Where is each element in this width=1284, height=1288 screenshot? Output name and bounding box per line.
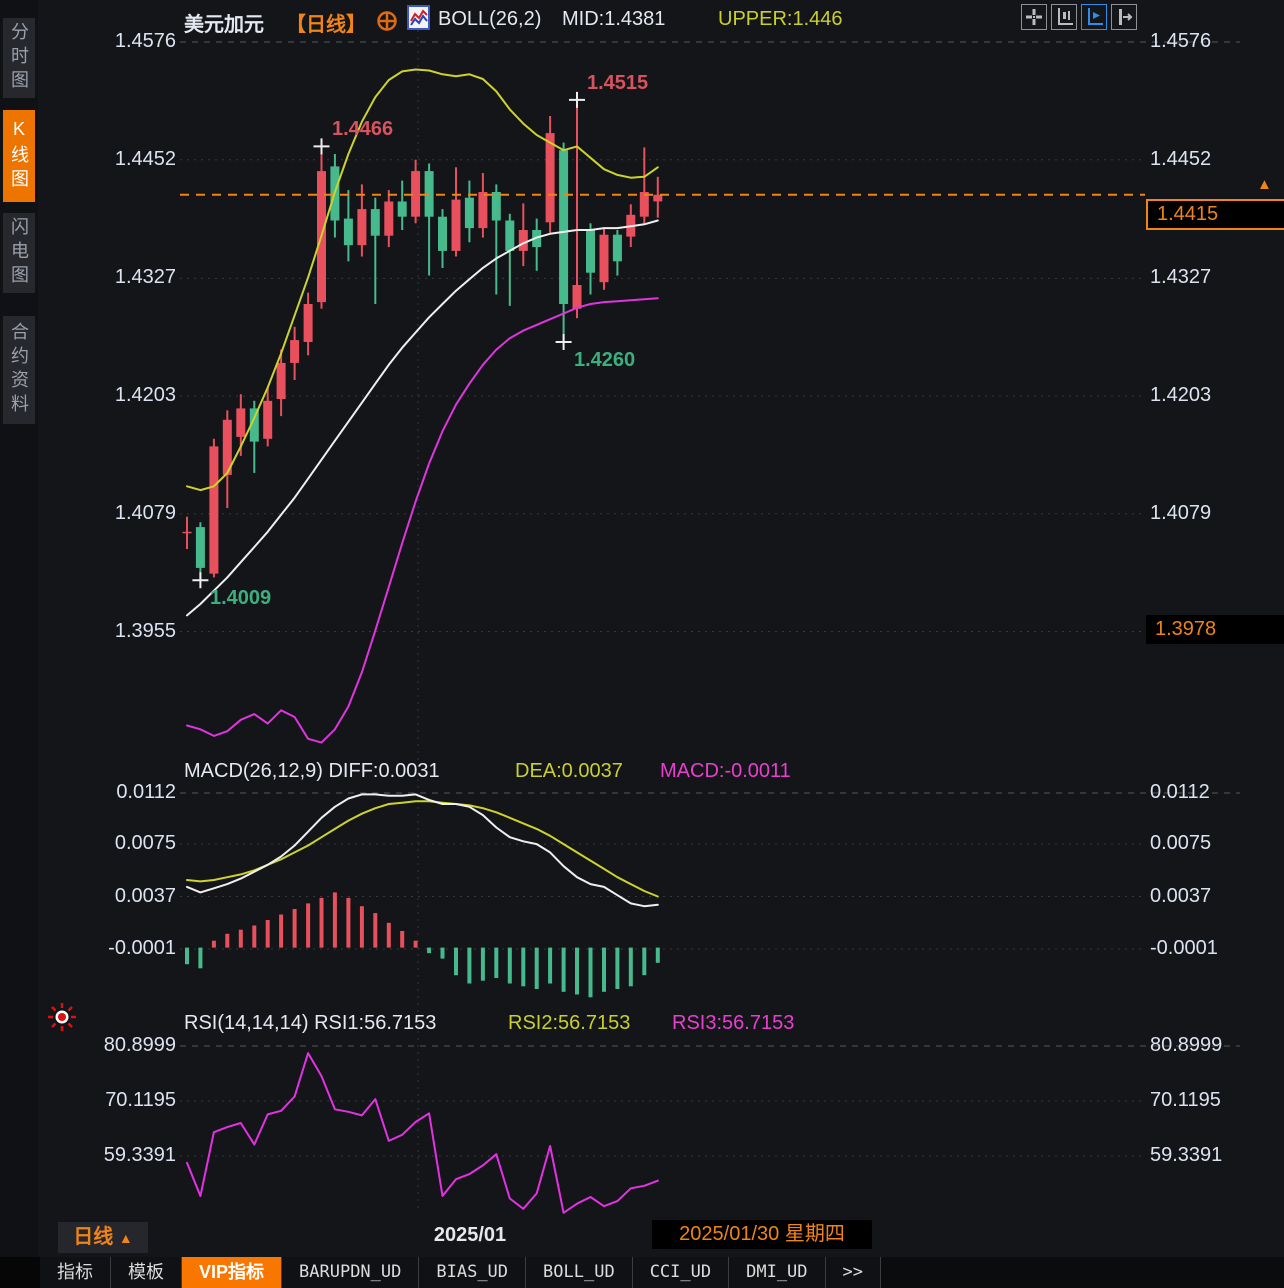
tab-boll-ud[interactable]: BOLL_UD (526, 1257, 633, 1288)
sidebar-item-contract-info[interactable]: 合约资料 (3, 316, 35, 424)
target-icon[interactable] (376, 10, 398, 32)
crosshair-date-label: 2025/01/30 星期四 (652, 1220, 872, 1249)
axis-tick-label: 0.0075 (1150, 832, 1212, 854)
indicator-chart-icon (407, 5, 432, 32)
current-price-badge: 1.4415 (1146, 199, 1284, 230)
tab-cci-ud[interactable]: CCI_UD (632, 1257, 730, 1288)
axis-tick-label: 59.3391 (1150, 1144, 1223, 1166)
axis-tick-label: 70.1195 (1150, 1089, 1221, 1111)
boll-mid-value: MID:1.4381 (562, 8, 666, 30)
axis-tick-label: 59.3391 (103, 1144, 176, 1166)
indicator-tabbar: 指标 模板 VIP指标 BARUPDN_UD BIAS_UD BOLL_UD C… (0, 1257, 1284, 1288)
tabbar-corner (0, 1257, 40, 1288)
axis-tick-label: 1.4327 (114, 266, 176, 288)
axis-tick-label: 1.4079 (114, 502, 176, 524)
axis-tick-label: 0.0112 (116, 781, 176, 803)
axis-tick-label: 0.0037 (114, 885, 176, 907)
axis-tick-label: 1.4203 (114, 384, 176, 406)
axis-tick-label: 1.4452 (114, 148, 176, 170)
lower-band-badge: 1.3978 (1146, 615, 1284, 644)
period-tag[interactable]: 【日线】 (286, 14, 366, 36)
tab-more[interactable]: >> (825, 1257, 882, 1288)
sidebar: 分时图 K线图 闪电图 合约资料 (0, 0, 38, 1288)
axis-tick-label: -0.0001 (108, 937, 176, 959)
x-axis-month-label: 2025/01 (433, 1224, 507, 1246)
axis-tick-label: 1.4576 (1150, 30, 1212, 52)
price-marker-label: 1.4515 (587, 72, 649, 94)
axis-tick-label: 80.8999 (103, 1034, 176, 1056)
period-arrow-icon: ▲ (118, 1230, 133, 1246)
price-marker-label: 1.4260 (574, 349, 636, 371)
rsi2-value: RSI2:56.7153 (508, 1012, 631, 1034)
period-selector[interactable]: 日线 ▲ (58, 1222, 148, 1253)
axis-tick-label: 1.4079 (1150, 502, 1212, 524)
macd-title: MACD(26,12,9) DIFF:0.0031 (184, 760, 440, 782)
starburst-icon (45, 1000, 79, 1034)
price-up-arrow-icon: ▲ (1257, 176, 1272, 193)
price-marker-label: 1.4009 (210, 587, 272, 609)
axis-tick-label: 1.4203 (1150, 384, 1212, 406)
axis-tick-label: 0.0037 (1150, 885, 1212, 907)
pan-icon[interactable] (1021, 4, 1047, 30)
axis-pointer-icon[interactable] (1081, 4, 1107, 30)
axis-tick-label: 80.8999 (1150, 1034, 1223, 1056)
axis-range-icon[interactable] (1051, 4, 1077, 30)
tab-dmi-ud[interactable]: DMI_UD (729, 1257, 826, 1288)
rsi3-value: RSI3:56.7153 (672, 1012, 795, 1034)
macd-dea-value: DEA:0.0037 (515, 760, 623, 782)
tab-bias-ud[interactable]: BIAS_UD (419, 1257, 527, 1288)
axis-tick-label: 0.0075 (114, 832, 176, 854)
sidebar-item-kline-chart[interactable]: K线图 (3, 110, 35, 202)
axis-tick-label: 0.0112 (1150, 781, 1210, 803)
indicator-label[interactable]: BOLL(26,2) (438, 8, 542, 30)
tab-indicators[interactable]: 指标 (40, 1257, 111, 1288)
tab-barupdn-ud[interactable]: BARUPDN_UD (282, 1257, 420, 1288)
symbol-title: 美元加元 (184, 14, 264, 36)
axis-tick-label: 1.4327 (1150, 266, 1212, 288)
axis-tick-label: 70.1195 (105, 1089, 176, 1111)
tab-templates[interactable]: 模板 (111, 1257, 182, 1288)
rsi-title: RSI(14,14,14) RSI1:56.7153 (184, 1012, 437, 1034)
sidebar-item-time-chart[interactable]: 分时图 (3, 18, 35, 98)
axis-tick-label: 1.3955 (114, 620, 176, 642)
axis-tick-label: -0.0001 (1150, 937, 1218, 959)
splitter-icon[interactable] (1111, 4, 1137, 30)
boll-upper-value: UPPER:1.446 (718, 8, 843, 30)
axis-tick-label: 1.4576 (114, 30, 176, 52)
macd-value: MACD:-0.0011 (660, 760, 791, 782)
price-marker-label: 1.4466 (332, 118, 394, 140)
period-label: 日线 (73, 1226, 114, 1248)
sidebar-item-flash-chart[interactable]: 闪电图 (3, 213, 35, 293)
axis-tick-label: 1.4452 (1150, 148, 1212, 170)
tab-vip-indicators[interactable]: VIP指标 (182, 1257, 283, 1288)
